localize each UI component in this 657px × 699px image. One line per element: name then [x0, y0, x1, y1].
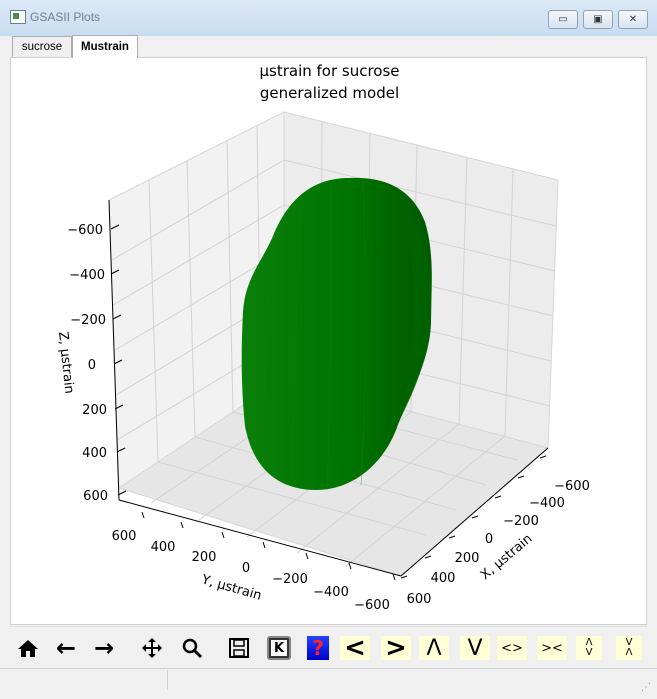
save-icon	[229, 638, 249, 658]
shrink-vertical-button[interactable]: V Λ	[616, 636, 642, 660]
surface-mesh	[262, 179, 367, 491]
plot-title-line1: μstrain for sucrose	[259, 62, 400, 80]
app-icon	[10, 10, 26, 24]
mustrain-surface	[241, 177, 432, 490]
caret-up-icon: Λ	[426, 635, 442, 661]
less-than-icon: <	[344, 633, 366, 663]
zoom-button[interactable]	[180, 634, 204, 662]
expand-vertical-button[interactable]: Λ V	[576, 636, 602, 660]
plot-title-line2: generalized model	[259, 84, 400, 102]
back-button[interactable]: ←	[54, 634, 78, 662]
status-divider	[167, 670, 168, 690]
save-button[interactable]	[227, 634, 251, 662]
x-tick-label: 400	[431, 571, 456, 586]
z-tick-label: −600	[67, 223, 103, 238]
z-tick-label: −400	[69, 268, 105, 283]
minimize-button[interactable]: ▭	[548, 10, 578, 29]
z-axis-label: Z, μstrain	[55, 331, 76, 395]
status-bar: ⋰	[0, 668, 657, 699]
3d-axes: −600 −400 −200 0 200 400 600 Z, μstrain	[55, 111, 590, 613]
arrow-right-icon: →	[93, 634, 115, 662]
maximize-button[interactable]: ▣	[583, 10, 613, 29]
up-button[interactable]: Λ	[419, 635, 449, 661]
shrink-horizontal-icon: ><	[541, 640, 563, 656]
z-tick-label: 200	[82, 403, 107, 418]
y-tick-label: −200	[272, 572, 308, 587]
x-tick-label: 0	[485, 532, 493, 547]
z-tick-label: −200	[70, 313, 106, 328]
down-button[interactable]: V	[460, 635, 490, 661]
move-icon	[142, 638, 162, 658]
grid	[111, 120, 557, 567]
y-tick-label: −600	[354, 598, 390, 613]
y-tick-marks	[141, 511, 396, 581]
tab-bar: sucrose Mustrain	[10, 35, 647, 58]
z-tick-label: 600	[83, 489, 108, 504]
plot-toolbar: ← → K ? < >	[10, 626, 647, 669]
expand-horizontal-button[interactable]: <>	[497, 636, 527, 660]
pan-button[interactable]	[140, 634, 164, 662]
minimize-icon: ▭	[558, 14, 568, 25]
y-tick-label: −400	[313, 585, 349, 600]
y-tick-label: 0	[242, 561, 250, 576]
plot-canvas[interactable]: μstrain for sucrose generalized model	[10, 57, 647, 625]
home-icon	[18, 640, 38, 657]
y-tick-label: 600	[112, 529, 137, 544]
previous-button[interactable]: <	[340, 633, 370, 663]
y-tick-label: 200	[192, 550, 217, 565]
keyboard-k-icon: K	[267, 636, 291, 660]
forward-button[interactable]: →	[92, 634, 116, 662]
x-tick-label: −600	[554, 479, 590, 494]
arrow-left-icon: ←	[55, 634, 77, 662]
greater-than-icon: >	[385, 633, 407, 663]
x-tick-label: 600	[407, 592, 432, 607]
magnifier-icon	[182, 638, 203, 659]
next-button[interactable]: >	[381, 633, 411, 663]
resize-grip-icon[interactable]: ⋰	[641, 682, 651, 693]
y-axis-label: Y, μstrain	[199, 572, 263, 604]
x-tick-label: 200	[455, 551, 480, 566]
help-icon: ?	[307, 636, 329, 660]
shrink-horizontal-button[interactable]: ><	[537, 636, 567, 660]
title-bar[interactable]: GSASII Plots ▭ ▣ ✕	[0, 0, 657, 36]
tab-sucrose[interactable]: sucrose	[12, 36, 72, 57]
tab-mustrain[interactable]: Mustrain	[72, 35, 138, 58]
z-tick-label: 400	[82, 446, 107, 461]
y-tick-label: 400	[151, 540, 176, 555]
expand-vertical-icon: Λ V	[585, 637, 593, 658]
axis-lines	[108, 199, 549, 577]
z-tick-marks	[110, 224, 127, 496]
keypress-label: K	[271, 640, 287, 656]
maximize-icon: ▣	[593, 14, 603, 25]
caret-down-icon: V	[467, 635, 483, 661]
close-button[interactable]: ✕	[618, 10, 648, 29]
window-title: GSASII Plots	[30, 10, 101, 24]
help-button[interactable]: ?	[304, 634, 332, 662]
close-icon: ✕	[628, 14, 638, 25]
x-tick-marks	[400, 455, 547, 579]
x-tick-label: −200	[503, 514, 539, 529]
shrink-vertical-icon: V Λ	[625, 637, 633, 658]
home-button[interactable]	[16, 634, 40, 662]
x-tick-label: −400	[529, 496, 565, 511]
keypress-button[interactable]: K	[265, 634, 293, 662]
surface-shading	[393, 196, 432, 432]
z-tick-label: 0	[88, 358, 96, 373]
expand-horizontal-icon: <>	[501, 640, 523, 656]
